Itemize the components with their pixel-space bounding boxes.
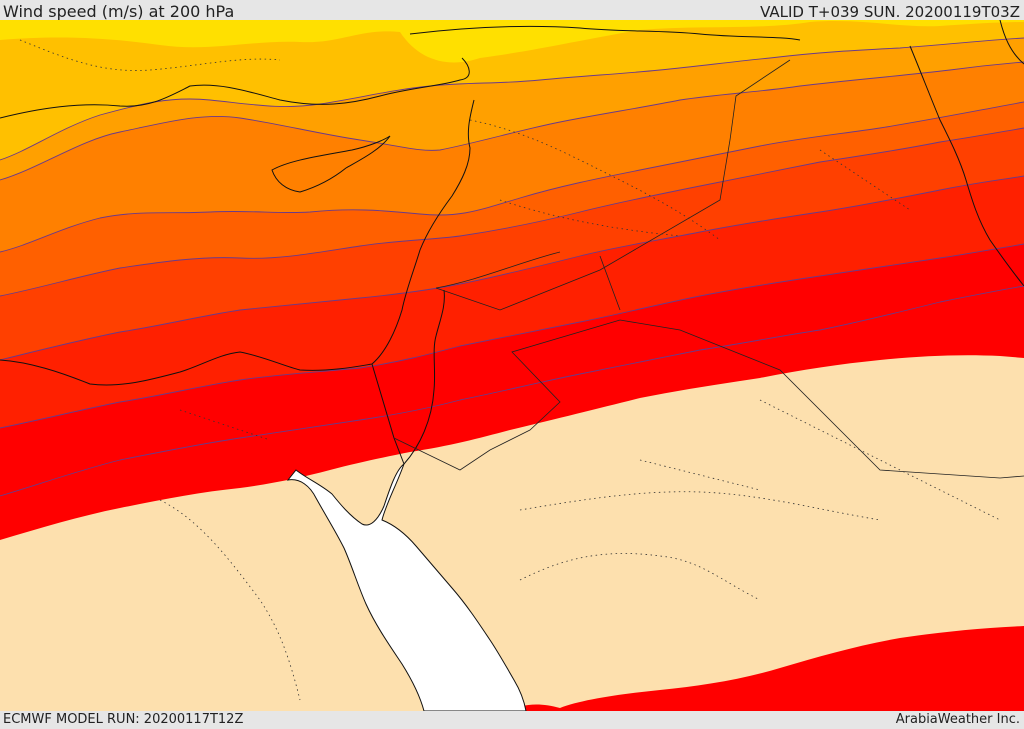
footer-bar: ECMWF MODEL RUN: 20200117T12Z ArabiaWeat…	[0, 711, 1024, 729]
model-run-label: ECMWF MODEL RUN: 20200117T12Z	[3, 712, 244, 727]
valid-time: VALID T+039 SUN. 20200119T03Z	[760, 3, 1020, 21]
low-wind-south	[0, 355, 1024, 711]
province-boundaries	[19, 39, 1001, 701]
red-sea	[286, 462, 527, 711]
map-title: Wind speed (m/s) at 200 hPa	[3, 2, 235, 21]
wind-band-south	[510, 626, 1024, 711]
wind-speed-map	[0, 20, 1024, 711]
credit-label: ArabiaWeather Inc.	[895, 712, 1020, 727]
isotach-lines	[0, 37, 1024, 497]
country-borders	[393, 59, 1024, 479]
coastlines	[0, 20, 1024, 465]
header-bar: Wind speed (m/s) at 200 hPa VALID T+039 …	[0, 0, 1024, 21]
